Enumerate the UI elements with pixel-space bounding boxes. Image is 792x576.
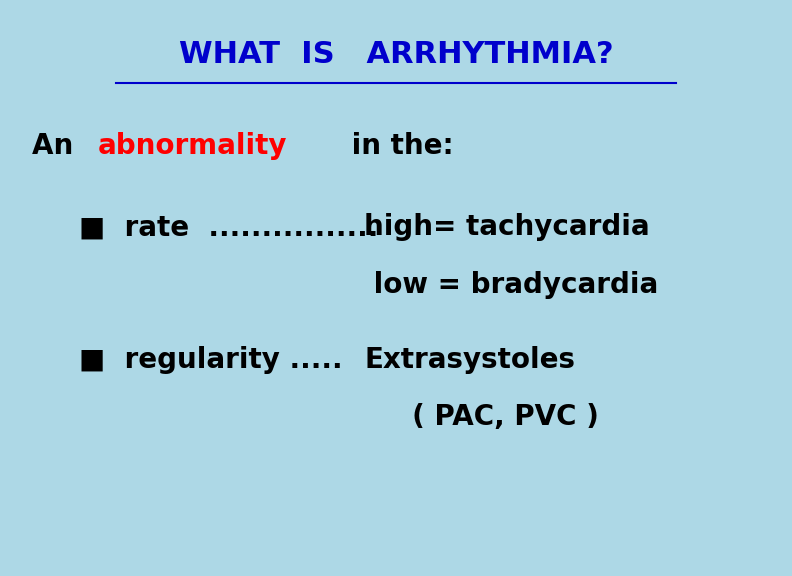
Text: ■  rate  ................: ■ rate ................ [79,213,379,241]
Text: low = bradycardia: low = bradycardia [364,271,659,299]
Text: ■  regularity .....: ■ regularity ..... [79,346,343,374]
Text: high= tachycardia: high= tachycardia [364,213,650,241]
Text: An: An [32,132,82,161]
Text: WHAT  IS   ARRHYTHMIA?: WHAT IS ARRHYTHMIA? [179,40,613,69]
Text: abnormality: abnormality [97,132,287,161]
Text: ( PAC, PVC ): ( PAC, PVC ) [364,403,600,431]
Text: Extrasystoles: Extrasystoles [364,346,575,374]
Text: in the:: in the: [342,132,454,161]
